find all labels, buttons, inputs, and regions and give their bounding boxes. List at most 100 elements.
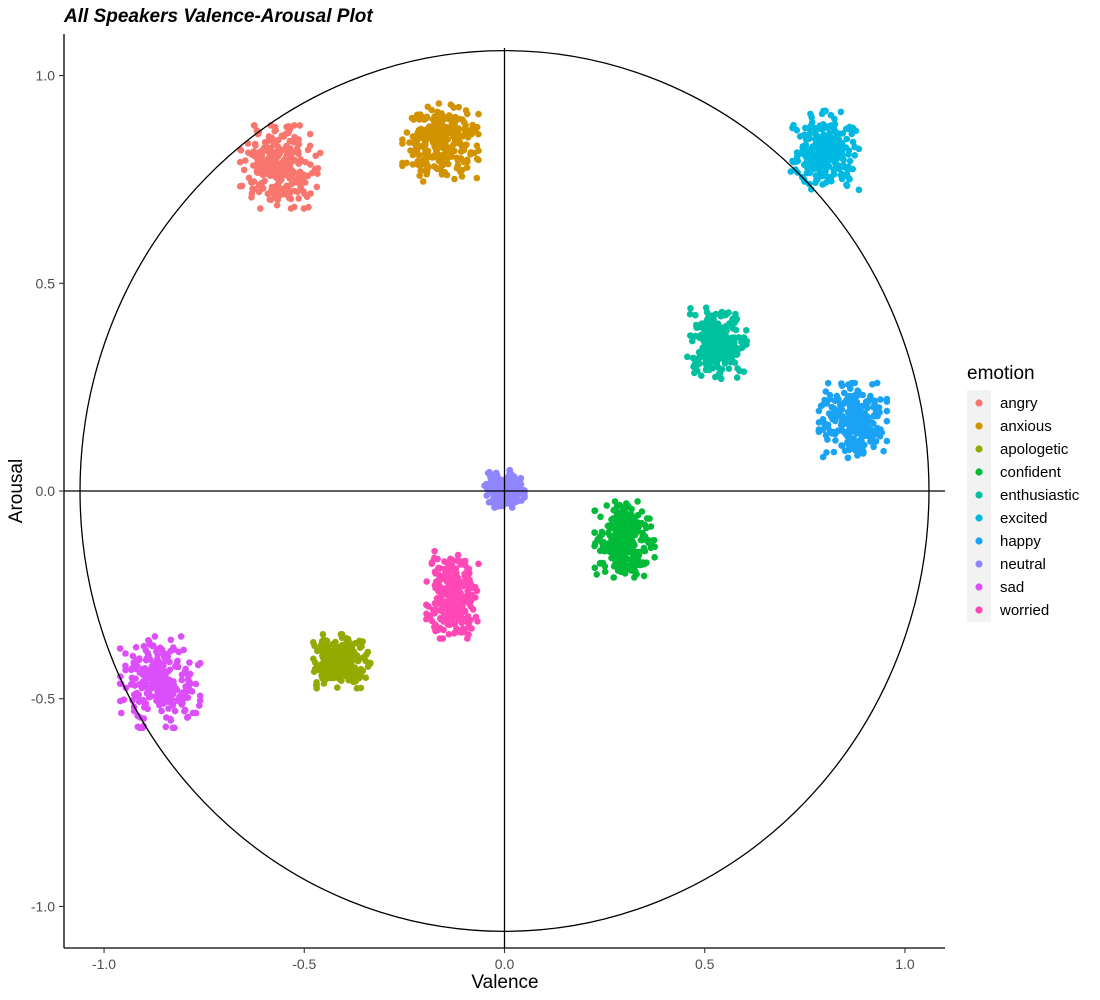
data-point-confident — [601, 568, 609, 575]
data-point-angry — [237, 147, 245, 154]
data-point-excited — [817, 137, 824, 145]
data-point-confident — [610, 506, 617, 514]
data-point-enthusiastic — [725, 365, 733, 373]
data-point-angry — [307, 161, 314, 168]
data-point-enthusiastic — [715, 322, 722, 330]
data-point-worried — [433, 607, 441, 614]
data-point-happy — [857, 436, 864, 444]
data-point-anxious — [414, 157, 422, 165]
data-point-sad — [189, 709, 197, 717]
data-point-neutral — [509, 499, 516, 506]
data-point-happy — [883, 437, 891, 445]
data-point-enthusiastic — [702, 351, 709, 358]
data-point-excited — [835, 162, 842, 169]
data-point-worried — [464, 635, 471, 642]
data-point-excited — [819, 161, 826, 169]
data-point-worried — [464, 613, 472, 620]
legend-key-angry — [975, 399, 983, 407]
data-point-angry — [297, 184, 305, 192]
data-point-anxious — [463, 164, 471, 171]
data-point-sad — [181, 706, 189, 714]
data-point-enthusiastic — [735, 345, 743, 353]
data-point-sad — [122, 666, 129, 674]
data-point-sad — [164, 677, 171, 684]
data-point-angry — [276, 178, 283, 186]
data-point-excited — [838, 141, 845, 149]
data-point-angry — [290, 187, 298, 195]
data-point-excited — [799, 143, 807, 150]
series-sad — [116, 633, 204, 732]
data-point-angry — [283, 164, 291, 172]
data-point-sad — [178, 676, 186, 684]
y-tick-label: 1.0 — [36, 68, 56, 84]
data-point-anxious — [473, 155, 481, 163]
data-point-sad — [167, 636, 175, 644]
data-point-apologetic — [339, 641, 346, 649]
data-point-angry — [276, 192, 284, 199]
data-point-happy — [855, 388, 862, 396]
data-point-happy — [841, 429, 849, 437]
data-point-apologetic — [356, 637, 363, 645]
data-point-excited — [845, 125, 853, 133]
data-point-enthusiastic — [689, 337, 696, 345]
data-point-anxious — [403, 129, 411, 136]
data-point-enthusiastic — [718, 337, 725, 344]
data-point-excited — [795, 150, 803, 158]
data-point-happy — [819, 453, 827, 461]
data-point-anxious — [453, 137, 461, 145]
data-point-sad — [186, 659, 193, 666]
data-point-worried — [455, 591, 463, 598]
data-point-worried — [458, 614, 465, 621]
data-point-angry — [273, 137, 280, 145]
reference-lines — [64, 48, 945, 948]
data-point-sad — [162, 723, 170, 731]
data-point-angry — [280, 156, 288, 164]
data-point-anxious — [416, 172, 424, 179]
data-point-confident — [638, 519, 645, 527]
data-point-excited — [831, 120, 839, 128]
data-point-excited — [849, 138, 857, 146]
data-point-sad — [140, 642, 148, 650]
data-point-confident — [596, 547, 604, 555]
data-point-excited — [789, 124, 796, 132]
data-point-angry — [314, 165, 322, 172]
data-point-anxious — [465, 127, 473, 134]
data-point-excited — [822, 107, 829, 115]
data-point-sad — [140, 722, 147, 730]
data-point-neutral — [499, 502, 507, 510]
data-point-happy — [871, 397, 878, 405]
data-point-anxious — [458, 166, 466, 174]
data-point-enthusiastic — [712, 373, 719, 381]
data-point-worried — [431, 581, 439, 589]
data-point-excited — [813, 165, 821, 172]
data-point-excited — [851, 152, 859, 159]
data-point-angry — [250, 122, 258, 129]
data-point-excited — [839, 130, 847, 137]
data-point-enthusiastic — [714, 345, 721, 352]
data-point-happy — [848, 436, 855, 444]
data-point-excited — [839, 155, 847, 163]
data-point-excited — [811, 124, 818, 132]
data-point-enthusiastic — [691, 360, 699, 367]
data-point-sad — [171, 724, 178, 732]
data-point-angry — [240, 166, 248, 174]
data-point-anxious — [460, 158, 468, 166]
data-point-sad — [134, 662, 141, 670]
data-point-sad — [151, 633, 159, 640]
data-point-worried — [468, 584, 476, 592]
data-point-angry — [265, 133, 273, 140]
data-point-enthusiastic — [693, 324, 700, 331]
legend-key-confident — [975, 468, 983, 476]
data-point-sad — [196, 697, 204, 704]
data-point-happy — [821, 396, 828, 404]
chart-title: All Speakers Valence-Arousal Plot — [63, 6, 373, 27]
data-point-neutral — [515, 480, 523, 487]
data-point-happy — [872, 438, 880, 445]
data-point-sad — [176, 693, 183, 700]
data-point-excited — [806, 169, 814, 177]
data-point-apologetic — [348, 650, 356, 657]
legend-label-excited: excited — [1000, 510, 1048, 527]
data-point-angry — [273, 201, 281, 209]
legend-label-neutral: neutral — [1000, 556, 1046, 573]
data-point-anxious — [448, 143, 456, 151]
